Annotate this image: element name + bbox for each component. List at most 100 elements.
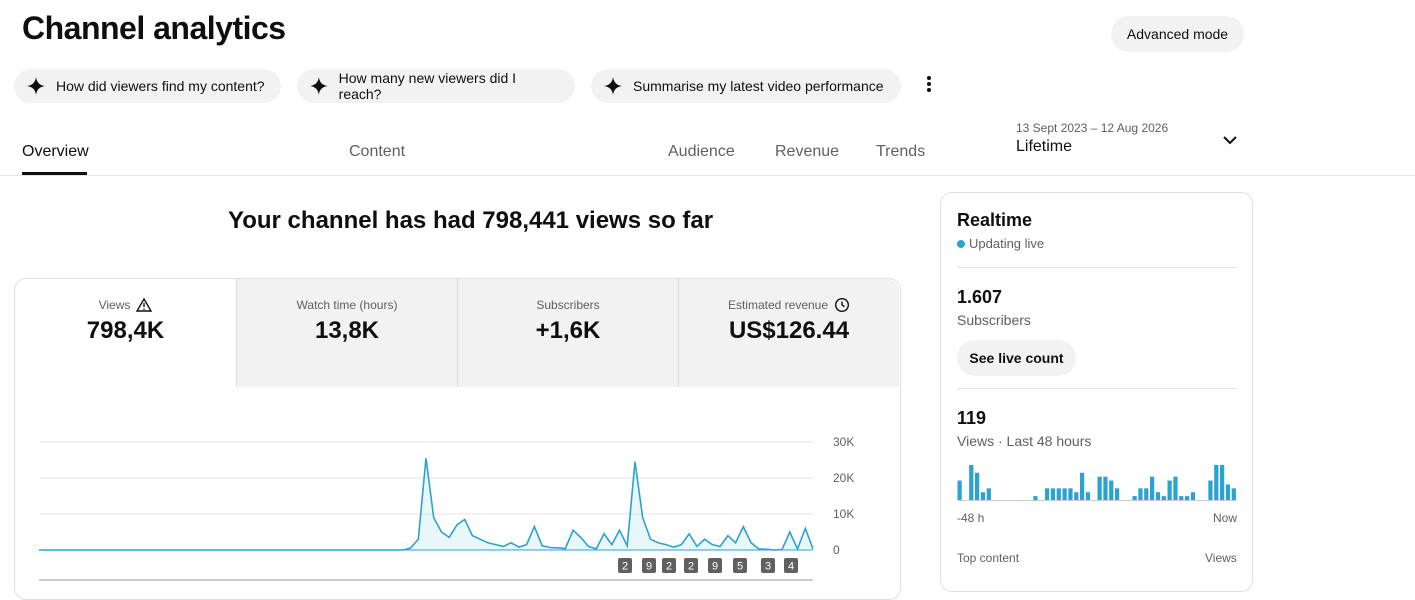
bar xyxy=(1045,488,1050,500)
tab[interactable]: Trends xyxy=(876,143,926,160)
annotation-box xyxy=(733,558,747,573)
y-tick-label: 0 xyxy=(833,543,840,557)
annotation-label: 2 xyxy=(666,561,672,573)
bar xyxy=(1033,496,1038,500)
metric-tab[interactable]: Estimated revenue US$126.44 xyxy=(678,279,899,387)
date-range: 13 Sept 2023 – 12 Aug 2026 xyxy=(1016,121,1169,135)
bar xyxy=(1097,476,1102,500)
metric-label: Views xyxy=(98,298,131,312)
headline: Your channel has had 798,441 views so fa… xyxy=(228,207,714,234)
bar xyxy=(1068,488,1073,500)
advanced-mode-button[interactable]: Advanced mode xyxy=(1111,16,1244,52)
x-end-label: Now xyxy=(1213,511,1238,525)
suggestion-chip[interactable]: How many new viewers did I reach? xyxy=(297,69,575,103)
bar xyxy=(1150,476,1155,500)
realtime-title: Realtime xyxy=(957,210,1033,230)
bar xyxy=(1050,488,1056,500)
live-count-button[interactable]: See live count xyxy=(957,340,1076,376)
bar xyxy=(1080,472,1085,500)
annotation-box xyxy=(761,558,775,573)
views-label: Views · Last 48 hours xyxy=(957,433,1092,449)
realtime-chart xyxy=(957,465,1237,501)
tab-underline xyxy=(22,172,87,175)
bar xyxy=(1115,488,1120,500)
bar xyxy=(957,480,962,500)
bar xyxy=(1074,492,1079,500)
bar xyxy=(1056,488,1061,500)
status-text: Updating live xyxy=(969,236,1045,251)
bar xyxy=(1214,465,1219,500)
date-label[interactable]: Lifetime xyxy=(1016,138,1073,155)
bar xyxy=(1138,488,1143,500)
bar xyxy=(1144,488,1149,500)
line xyxy=(39,458,814,551)
metric-label: Subscribers xyxy=(536,298,600,312)
annotation-label: 2 xyxy=(622,561,628,573)
bar xyxy=(986,488,991,500)
tab[interactable]: Revenue xyxy=(775,143,840,160)
suggestion-text: Summarise my latest video performance xyxy=(633,78,884,94)
page-title: Channel analytics xyxy=(22,10,286,46)
page: Channel analytics Advanced mode How did … xyxy=(0,10,1415,600)
table-header: Views xyxy=(1205,551,1237,565)
metric-value: 13,8K xyxy=(314,317,380,344)
views-chart: 0 10K 20K 30K 2 9 2 2 9 5 3 4 xyxy=(39,435,854,581)
subscriber-count: 1.607 xyxy=(957,287,1003,307)
bar xyxy=(1167,480,1172,500)
bar xyxy=(1208,480,1213,500)
metric-value: US$126.44 xyxy=(728,317,850,344)
bar xyxy=(1190,492,1196,500)
annotation-box xyxy=(684,558,698,573)
table-header: Top content xyxy=(957,551,1020,565)
realtime-card xyxy=(940,192,1253,592)
x-start-label: -48 h xyxy=(957,511,985,525)
annotation-box xyxy=(642,558,656,573)
views-count: 119 xyxy=(957,408,987,428)
y-tick-label: 20K xyxy=(833,471,854,485)
bar xyxy=(1173,476,1178,500)
bar xyxy=(1155,492,1161,500)
tab[interactable]: Audience xyxy=(668,143,735,160)
divider xyxy=(957,388,1237,389)
divider xyxy=(957,267,1237,268)
bar xyxy=(1161,496,1166,500)
metric-tab[interactable]: Views 798,4K xyxy=(15,279,236,387)
annotation-label: 9 xyxy=(712,561,718,573)
bar xyxy=(1103,476,1108,500)
annotation-box xyxy=(708,558,722,573)
metric-tab[interactable]: Watch time (hours) 13,8K xyxy=(236,279,457,387)
suggestion-chip[interactable]: Summarise my latest video performance xyxy=(591,69,901,103)
metric-tab[interactable]: Subscribers +1,6K xyxy=(457,279,678,387)
annotation-label: 4 xyxy=(788,561,794,573)
bar xyxy=(1179,496,1184,500)
tab[interactable]: Overview xyxy=(22,143,89,160)
more-button[interactable] xyxy=(919,74,939,94)
bar xyxy=(980,492,986,500)
bar xyxy=(1231,488,1236,500)
metric-value: 798,4K xyxy=(86,317,165,344)
line-area xyxy=(39,458,813,550)
bar xyxy=(975,472,980,500)
realtime-status: Updating live xyxy=(957,236,1044,251)
bar xyxy=(1185,496,1190,500)
bar xyxy=(1062,488,1067,500)
tab[interactable]: Content xyxy=(349,143,406,160)
annotation-label: 3 xyxy=(765,561,771,573)
suggestion-chip[interactable]: How did viewers find my content? xyxy=(14,69,281,103)
suggestion-text: How did viewers find my content? xyxy=(56,78,265,94)
annotation-box xyxy=(662,558,676,573)
annotation-box xyxy=(618,558,632,573)
bar xyxy=(1225,484,1231,500)
metric-label: Estimated revenue xyxy=(727,298,829,312)
dropdown-chevron[interactable] xyxy=(1220,130,1240,150)
bar xyxy=(1109,480,1114,500)
annotation-label: 5 xyxy=(737,561,743,573)
bar xyxy=(1220,465,1225,500)
subscriber-label: Subscribers xyxy=(957,312,1031,328)
annotation-label: 2 xyxy=(688,561,694,573)
y-tick-label: 10K xyxy=(833,507,854,521)
bar xyxy=(1132,496,1137,500)
metric-value: +1,6K xyxy=(535,317,601,344)
bar xyxy=(1085,492,1091,500)
annotation-label: 9 xyxy=(646,561,652,573)
